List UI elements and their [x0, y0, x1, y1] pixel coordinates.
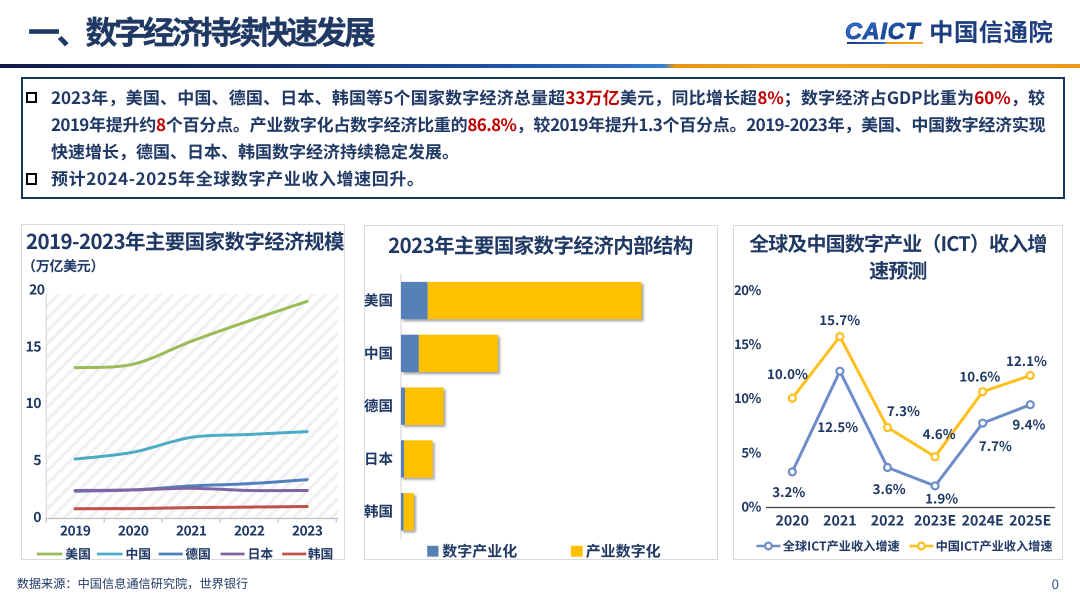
svg-text:12.5%: 12.5% [817, 416, 858, 436]
svg-text:韩国: 韩国 [364, 500, 393, 521]
svg-text:0: 0 [34, 507, 42, 527]
svg-text:韩国: 韩国 [308, 544, 334, 560]
svg-text:2023: 2023 [292, 520, 323, 540]
svg-text:2024E: 2024E [961, 510, 1003, 530]
svg-text:数字产业化: 数字产业化 [442, 540, 517, 560]
svg-text:7.3%: 7.3% [886, 400, 919, 420]
svg-text:3.6%: 3.6% [872, 478, 905, 498]
svg-text:产业数字化: 产业数字化 [585, 540, 660, 560]
svg-text:2021: 2021 [823, 510, 856, 530]
svg-text:5%: 5% [741, 442, 761, 461]
svg-text:15%: 15% [734, 334, 762, 353]
svg-text:12.1%: 12.1% [1006, 350, 1047, 370]
svg-text:美国: 美国 [66, 544, 92, 561]
svg-text:2025E: 2025E [1009, 510, 1051, 530]
svg-text:10: 10 [26, 394, 42, 414]
svg-text:2021: 2021 [176, 520, 207, 540]
svg-text:10.0%: 10.0% [767, 363, 808, 383]
svg-text:5: 5 [34, 450, 42, 470]
svg-text:15.7%: 15.7% [819, 309, 860, 329]
svg-text:4.6%: 4.6% [922, 423, 955, 443]
svg-text:德国: 德国 [185, 544, 211, 560]
svg-text:1.9%: 1.9% [925, 487, 958, 507]
svg-text:日本: 日本 [364, 447, 393, 468]
svg-text:10%: 10% [734, 388, 762, 407]
svg-text:德国: 德国 [364, 395, 393, 416]
svg-text:7.7%: 7.7% [978, 435, 1011, 455]
svg-text:9.4%: 9.4% [1012, 413, 1045, 433]
svg-text:15: 15 [26, 337, 42, 357]
svg-text:3.2%: 3.2% [772, 481, 805, 501]
svg-text:10.6%: 10.6% [959, 366, 1000, 386]
svg-text:全球ICT产业收入增速: 全球ICT产业收入增速 [782, 536, 899, 554]
svg-text:2023E: 2023E [914, 510, 956, 530]
svg-text:0%: 0% [741, 496, 761, 515]
svg-text:20%: 20% [734, 280, 762, 299]
svg-text:2020: 2020 [118, 520, 149, 540]
svg-text:2022: 2022 [234, 520, 265, 540]
svg-text:日本: 日本 [248, 544, 274, 560]
svg-text:中国: 中国 [126, 544, 152, 560]
svg-text:2020: 2020 [775, 510, 808, 530]
svg-text:2022: 2022 [870, 510, 903, 530]
svg-text:中国: 中国 [364, 342, 393, 363]
svg-text:中国ICT产业收入增速: 中国ICT产业收入增速 [935, 537, 1052, 555]
svg-text:美国: 美国 [364, 289, 393, 310]
svg-text:20: 20 [29, 280, 45, 300]
svg-text:2019: 2019 [60, 520, 91, 540]
